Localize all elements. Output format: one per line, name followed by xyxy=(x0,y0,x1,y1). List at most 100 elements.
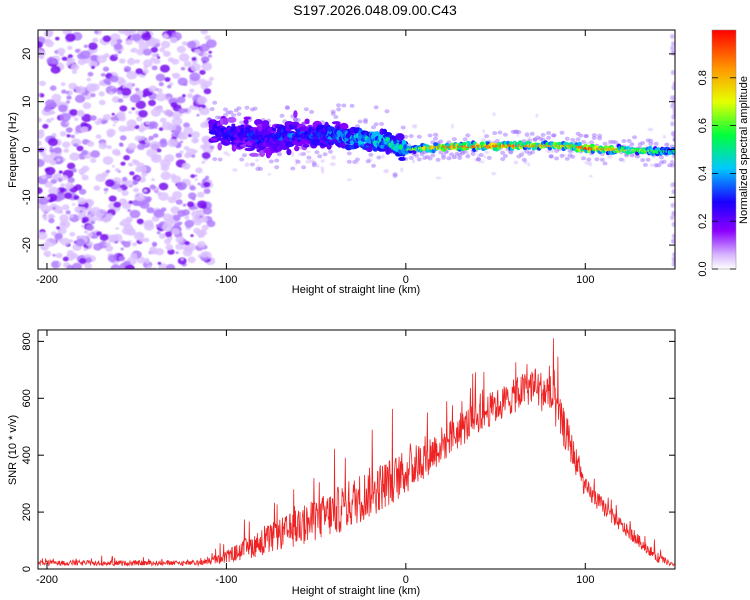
ridge-halo xyxy=(346,151,352,156)
ridge-halo xyxy=(637,142,643,147)
noise-blob xyxy=(62,204,70,211)
noise-blob xyxy=(171,228,180,235)
noise-blob xyxy=(320,166,324,171)
noise-blob xyxy=(203,181,211,188)
ridge-halo xyxy=(502,132,508,137)
noise-blob xyxy=(57,227,67,235)
noise-blob xyxy=(200,30,209,35)
spectrogram-y-tick-label: 10 xyxy=(21,96,33,108)
snr-x-ticks: -200 -100 0 100 xyxy=(36,330,594,586)
noise-blob xyxy=(74,94,86,104)
noise-blob xyxy=(81,149,88,156)
ridge-halo xyxy=(336,103,342,108)
spectrogram-x-ticks: -200 -100 0 100 xyxy=(36,30,594,286)
ridge-halo xyxy=(645,138,651,143)
noise-blob xyxy=(483,155,487,159)
ridge-halo xyxy=(626,138,632,143)
noise-blob xyxy=(267,173,272,176)
noise-blob xyxy=(167,84,172,89)
ridge-halo xyxy=(640,158,646,163)
ridge-halo xyxy=(236,112,242,117)
noise-blob xyxy=(130,253,138,259)
noise-blob xyxy=(132,181,138,186)
noise-blob xyxy=(205,175,210,180)
noise-blob xyxy=(119,143,124,147)
noise-blob xyxy=(162,33,169,39)
noise-blob xyxy=(81,174,89,181)
noise-blob xyxy=(113,201,122,208)
ridge-halo xyxy=(559,153,565,158)
noise-blob xyxy=(160,138,167,144)
noise-blob xyxy=(46,196,51,200)
noise-blob xyxy=(165,244,174,251)
noise-blob xyxy=(671,85,675,91)
ridge-halo xyxy=(328,149,333,154)
noise-blob xyxy=(670,202,675,208)
noise-blob xyxy=(180,66,186,71)
noise-blob xyxy=(111,87,118,93)
noise-blob xyxy=(61,89,67,94)
spectrogram-x-tick-label: 0 xyxy=(403,274,409,286)
ridge-halo xyxy=(602,161,608,166)
spectrogram-x-tick-label: -100 xyxy=(215,274,237,286)
ridge-halo xyxy=(217,157,223,162)
noise-blob xyxy=(146,207,155,214)
ridge-halo xyxy=(546,135,551,140)
noise-blob xyxy=(672,181,675,187)
noise-blob xyxy=(226,153,231,156)
noise-blob xyxy=(77,197,87,205)
noise-blob xyxy=(127,142,137,151)
noise-blob xyxy=(194,178,198,181)
ridge-cell xyxy=(294,145,300,152)
noise-blob xyxy=(670,34,675,39)
noise-blob xyxy=(164,231,173,238)
noise-blob xyxy=(99,234,109,241)
noise-blob xyxy=(180,258,184,261)
noise-blob xyxy=(120,247,124,251)
ridge-halo xyxy=(268,159,274,164)
ridge-cell xyxy=(547,146,553,151)
noise-blob xyxy=(122,241,131,248)
noise-blob xyxy=(126,119,137,128)
noise-blob xyxy=(177,257,187,265)
noise-blob xyxy=(115,227,119,230)
noise-blob xyxy=(175,251,179,254)
noise-blob xyxy=(194,48,201,55)
noise-blob xyxy=(114,168,120,172)
ridge-halo xyxy=(446,156,452,161)
noise-blob xyxy=(149,141,161,150)
ridge-halo xyxy=(451,137,457,142)
noise-blob xyxy=(144,139,151,144)
noise-blob xyxy=(158,233,166,240)
noise-blob xyxy=(87,71,94,77)
noise-blob xyxy=(331,155,336,160)
noise-blob xyxy=(96,55,107,63)
ridge-halo xyxy=(659,155,664,160)
noise-blob xyxy=(105,245,114,252)
noise-blob xyxy=(551,150,554,154)
noise-blob xyxy=(119,78,127,85)
noise-blob xyxy=(45,99,56,108)
noise-blob xyxy=(65,33,76,42)
noise-blob xyxy=(102,217,110,223)
noise-blob xyxy=(69,239,74,243)
noise-blob xyxy=(69,109,78,116)
noise-blob xyxy=(108,195,117,202)
noise-blob xyxy=(61,175,68,181)
noise-blob xyxy=(176,45,186,54)
noise-blob xyxy=(151,65,158,71)
noise-blob xyxy=(110,264,121,269)
noise-blob xyxy=(148,135,154,141)
noise-blob xyxy=(155,93,167,102)
noise-blob xyxy=(65,210,71,215)
noise-blob xyxy=(111,112,115,116)
snr-y-tick-label: 400 xyxy=(21,446,33,464)
ridge-halo xyxy=(591,136,597,140)
noise-blob xyxy=(205,39,217,48)
noise-blob xyxy=(58,104,68,113)
ridge-halo xyxy=(352,160,358,164)
noise-blob xyxy=(102,35,112,43)
ridge-halo xyxy=(591,133,597,138)
ridge-halo xyxy=(457,156,463,160)
noise-blob xyxy=(57,47,66,55)
